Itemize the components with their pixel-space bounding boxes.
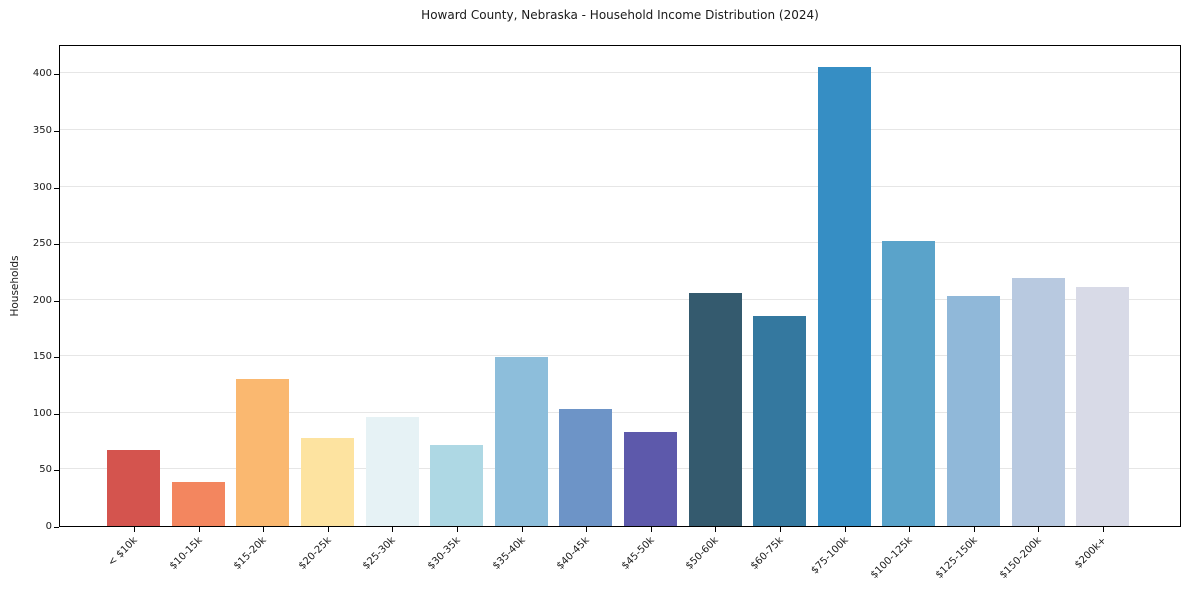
y-tick-label: 250 [32,238,52,250]
y-tick-mark [54,527,59,528]
gridline [60,129,1180,130]
y-tick-mark [54,300,59,302]
bar [817,66,871,526]
y-tick-label: 150 [32,351,52,363]
y-tick-mark [54,413,59,415]
gridline [60,72,1180,74]
x-tick-mark [457,527,458,532]
bar [171,481,225,526]
bar [559,409,613,526]
x-tick-mark [586,527,588,532]
x-tick-mark [263,527,265,532]
y-tick-label: 200 [32,294,52,306]
gridline [60,468,1180,470]
bar [1011,278,1065,526]
y-tick-mark [54,244,59,246]
x-tick-mark [780,527,781,532]
chart-title: Howard County, Nebraska - Household Inco… [421,8,819,22]
y-tick-label: 300 [32,181,52,193]
y-tick-mark [54,74,59,76]
bar [494,357,548,526]
y-tick-mark [54,357,59,359]
x-tick-mark [715,527,717,532]
bar [107,450,161,526]
y-tick-label: 350 [32,124,52,136]
x-tick-mark [1038,527,1040,532]
x-tick-mark [134,527,135,532]
bar [1076,287,1130,526]
y-axis-label: Households [9,255,21,317]
bar [947,296,1000,526]
gridline [60,411,1180,413]
x-tick-mark [392,527,394,532]
y-tick-mark [54,187,59,189]
x-tick-mark [198,527,200,532]
x-tick-mark [844,527,846,532]
y-tick-mark [54,470,59,472]
y-tick-label: 0 [45,521,52,532]
x-tick-mark [650,527,652,532]
y-tick-label: 50 [39,464,52,476]
x-tick-label: < $10k [106,535,140,569]
x-tick-mark [909,527,911,532]
bar [624,432,677,526]
x-tick-mark [973,527,975,532]
plot-area [59,45,1181,527]
x-tick-mark [327,527,329,532]
bar [753,315,807,526]
x-tick-mark [521,527,523,532]
y-tick-label: 100 [32,407,52,419]
y-tick-label: 400 [32,68,52,80]
bar [688,292,742,526]
y-tick-mark [54,130,59,132]
gridline [60,242,1180,244]
x-tick-mark [1103,527,1104,532]
gridline [60,298,1180,300]
gridline [60,355,1180,357]
gridline [60,185,1180,187]
bar [882,240,936,526]
bar [301,437,354,526]
bar [236,378,290,526]
bar [430,444,484,526]
bar [365,417,419,526]
